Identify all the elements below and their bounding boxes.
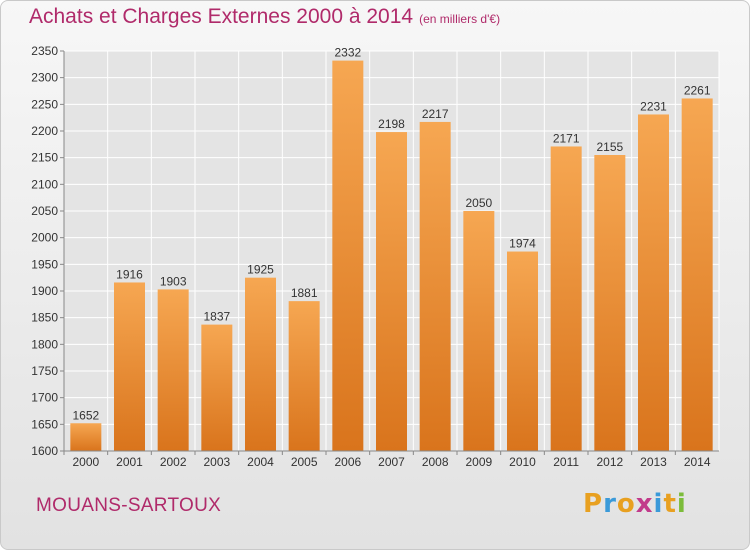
x-tick-label: 2007 — [378, 455, 405, 469]
x-tick-label: 2001 — [116, 455, 143, 469]
y-tick-label: 2350 — [31, 44, 58, 58]
x-tick-label: 2002 — [160, 455, 187, 469]
x-tick-label: 2006 — [334, 455, 361, 469]
bar — [463, 211, 495, 451]
data-label: 2155 — [596, 140, 623, 154]
logo-letter: P — [583, 489, 604, 519]
x-tick-label: 2003 — [203, 455, 230, 469]
y-tick-label: 1600 — [31, 444, 58, 458]
data-label: 2261 — [684, 83, 711, 97]
logo-letter: o — [616, 489, 636, 519]
chart-title: Achats et Charges Externes 2000 à 2014 (e… — [29, 5, 500, 29]
y-tick-label: 2300 — [31, 71, 58, 85]
data-label: 1837 — [203, 310, 230, 324]
data-label: 2171 — [553, 131, 580, 145]
y-tick-label: 1850 — [31, 311, 58, 325]
bar — [288, 301, 320, 451]
data-label: 1925 — [247, 263, 274, 277]
logo-letter: t — [663, 489, 677, 519]
city-name: MOUANS-SARTOUX — [36, 495, 222, 516]
data-label: 1881 — [291, 286, 318, 300]
logo-letter: r — [603, 489, 617, 519]
bar — [681, 98, 713, 451]
logo-letter: x — [635, 489, 654, 519]
y-tick-label: 2150 — [31, 151, 58, 165]
y-tick-label: 2000 — [31, 231, 58, 245]
y-tick-label: 2100 — [31, 177, 58, 191]
bar — [157, 289, 189, 451]
y-tick-label: 2250 — [31, 97, 58, 111]
x-tick-label: 2011 — [553, 455, 579, 469]
x-tick-label: 2008 — [422, 455, 449, 469]
bar — [201, 324, 233, 451]
x-tick-label: 2009 — [465, 455, 492, 469]
x-tick-label: 2004 — [247, 455, 274, 469]
x-tick-label: 2012 — [596, 455, 623, 469]
bar — [70, 423, 102, 451]
y-tick-label: 1900 — [31, 284, 58, 298]
data-label: 1652 — [72, 408, 99, 422]
bar — [594, 155, 626, 451]
x-tick-label: 2014 — [684, 455, 711, 469]
bar — [245, 277, 276, 451]
x-tick-label: 2013 — [640, 455, 667, 469]
y-tick-label: 1650 — [31, 417, 58, 431]
data-label: 1974 — [509, 237, 536, 251]
y-tick-label: 1700 — [31, 391, 58, 405]
data-label: 1916 — [116, 267, 143, 281]
axes: 1600 1650 1700 1750 1800 1850 1900 1950 2000 2050… — [31, 44, 719, 469]
bar — [114, 282, 145, 451]
bar — [638, 114, 669, 451]
y-tick-label: 1800 — [31, 337, 58, 351]
bar — [376, 132, 407, 452]
bar — [419, 121, 451, 451]
data-label: 2198 — [378, 117, 405, 131]
data-label: 2217 — [422, 107, 449, 121]
x-tick-label: 2005 — [291, 455, 318, 469]
y-tick-label: 1950 — [31, 257, 58, 271]
bar — [332, 60, 364, 451]
y-tick-label: 2050 — [31, 204, 58, 218]
logo-letter: i — [653, 489, 664, 519]
bar — [507, 251, 538, 451]
data-label: 2332 — [334, 46, 361, 60]
bars: 1652 1916 1903 1837 1925 1881 2332 2198 2217 2050… — [70, 46, 713, 452]
chart-title-text: Achats et Charges Externes 2000 à 2014 — [29, 5, 414, 28]
bar — [550, 146, 582, 451]
data-label: 1903 — [160, 274, 187, 288]
x-tick-label: 2010 — [509, 455, 536, 469]
x-tick-label: 2000 — [72, 455, 99, 469]
proxiti-logo[interactable]: Proxiti — [583, 489, 687, 519]
y-tick-label: 2200 — [31, 124, 58, 138]
y-tick-label: 1750 — [31, 364, 58, 378]
unit-note: (en milliers d'€) — [419, 12, 501, 26]
data-label: 2231 — [640, 99, 667, 113]
logo-letter: i — [676, 489, 687, 519]
data-label: 2050 — [465, 196, 492, 210]
